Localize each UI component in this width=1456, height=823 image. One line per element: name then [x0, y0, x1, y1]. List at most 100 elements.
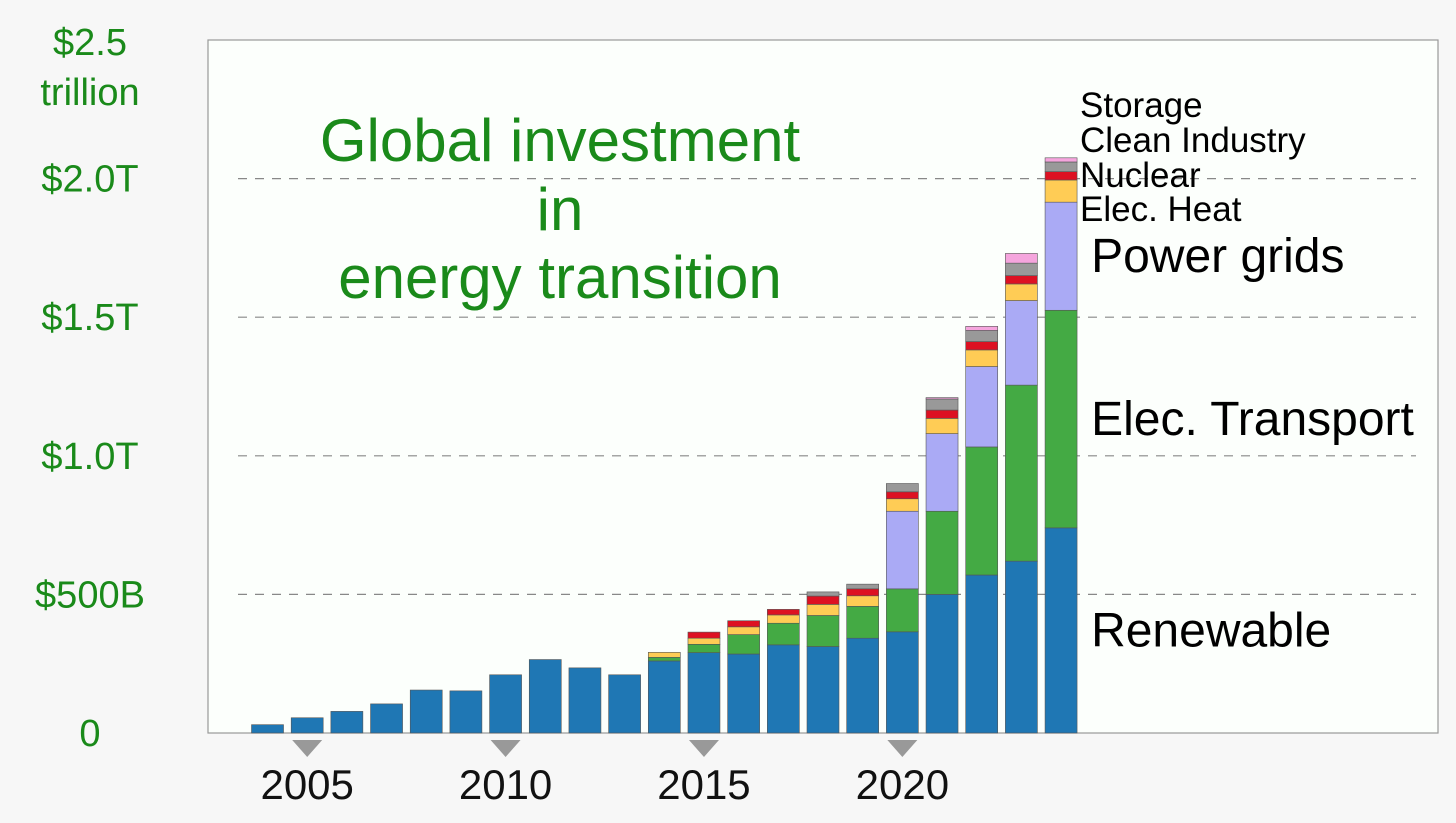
bar-2022-elec-heat: [965, 349, 999, 367]
bar-2018-elec-heat: [806, 604, 840, 616]
x-tick-marker-2010: [490, 740, 521, 757]
bar-2016-nuclear: [727, 620, 760, 628]
bar-2016-elec-heat: [727, 626, 760, 635]
bar-2010-renewable: [489, 674, 522, 734]
bar-2022-power-grids: [965, 366, 999, 448]
bar-2007-renewable: [370, 703, 403, 734]
x-axis-ticks: 2005 2010 2015 2020: [260, 740, 949, 808]
bar-2022-elec-transport: [965, 446, 999, 576]
bar-2004-renewable: [251, 724, 284, 734]
bar-2023-elec-heat: [1005, 283, 1038, 301]
bar-2006-renewable: [330, 711, 364, 734]
bar-2020-clean-industry: [886, 483, 919, 493]
bar-2015-nuclear: [687, 631, 721, 639]
bar-2024-clean-industry: [1044, 161, 1078, 172]
bar-2023-elec-transport: [1005, 384, 1038, 562]
bar-2014-elec-heat: [647, 652, 681, 658]
bar-2017-nuclear: [767, 609, 800, 616]
bar-2017-renewable: [767, 644, 800, 734]
y-tick-label-1000: $1.0T: [41, 436, 138, 478]
bar-2020-elec-transport: [886, 588, 919, 633]
series-label-elec-heat: Elec. Heat: [1080, 190, 1242, 229]
bar-2023-clean-industry: [1005, 262, 1038, 276]
y-tick-label-line: trillion: [40, 72, 139, 114]
chart-title-line-1: Global investment: [320, 107, 801, 174]
bar-2015-elec-transport: [687, 643, 721, 653]
bar-2020-nuclear: [886, 491, 919, 500]
bar-2024-nuclear: [1044, 171, 1078, 181]
bar-2023-nuclear: [1005, 275, 1038, 285]
x-tick-label-2005: 2005: [260, 761, 353, 808]
x-tick-label-2015: 2015: [657, 761, 750, 808]
series-label-clean-industry: Clean Industry: [1080, 121, 1306, 160]
y-tick-label-1500: $1.5T: [41, 297, 138, 339]
bar-2019-elec-transport: [846, 606, 879, 639]
bar-2021-clean-industry: [925, 398, 959, 411]
series-label-storage: Storage: [1080, 86, 1203, 125]
bar-stacks: [251, 157, 1078, 734]
bar-2021-nuclear: [925, 409, 959, 419]
y-tick-label-0: 0: [79, 713, 100, 755]
series-label-nuclear: Nuclear: [1080, 156, 1201, 195]
bar-2019-clean-industry: [846, 583, 879, 590]
x-tick-label-2020: 2020: [856, 761, 949, 808]
bar-2021-elec-heat: [925, 418, 959, 434]
bar-2018-renewable: [806, 646, 840, 734]
y-axis-ticks: 0 $500B $1.0T $1.5T $2.0T $2.5 trillion: [35, 22, 145, 755]
x-tick-marker-2015: [688, 740, 719, 757]
bar-2022-storage: [965, 326, 999, 331]
bar-2020-renewable: [886, 631, 919, 734]
bar-2023-renewable: [1005, 560, 1038, 734]
series-label-elec-transport: Elec. Transport: [1091, 393, 1414, 446]
bar-2011-renewable: [528, 659, 562, 734]
bar-2019-nuclear: [846, 588, 879, 597]
bar-2024-power-grids: [1044, 201, 1078, 311]
bar-2020-elec-heat: [886, 498, 919, 512]
bar-2012-renewable: [568, 667, 602, 734]
series-label-renewable: Renewable: [1091, 604, 1331, 657]
bar-2016-renewable: [727, 653, 760, 734]
bar-2023-power-grids: [1005, 300, 1038, 386]
x-tick-marker-2005: [292, 740, 323, 757]
bar-2022-nuclear: [965, 341, 999, 351]
bar-2017-elec-transport: [767, 622, 800, 646]
bar-2022-clean-industry: [965, 330, 999, 342]
x-tick-label-2010: 2010: [459, 761, 552, 808]
bar-2021-power-grids: [925, 433, 959, 512]
bar-2013-renewable: [608, 674, 641, 734]
bar-2024-elec-heat: [1044, 179, 1078, 203]
bar-2008-renewable: [409, 689, 443, 734]
bar-2022-renewable: [965, 574, 999, 734]
chart-title-line-3: energy transition: [338, 244, 782, 311]
x-tick-marker-2020: [887, 740, 918, 757]
bar-2024-renewable: [1044, 527, 1078, 734]
bar-2024-elec-transport: [1044, 309, 1078, 529]
bar-2024-storage: [1044, 157, 1078, 163]
y-tick-label-2000: $2.0T: [41, 159, 138, 201]
series-label-power-grids: Power grids: [1091, 230, 1344, 283]
bar-2021-elec-transport: [925, 510, 959, 595]
bar-2021-renewable: [925, 594, 959, 734]
bar-2017-elec-heat: [767, 614, 800, 624]
bar-2009-renewable: [449, 690, 483, 734]
y-tick-label-line: $2.5: [53, 22, 127, 64]
bar-2019-elec-heat: [846, 595, 879, 607]
chart-title-line-2: in: [537, 176, 584, 243]
bar-2014-elec-transport: [647, 657, 681, 662]
y-tick-label-500: $500B: [35, 574, 145, 616]
bar-2015-elec-heat: [687, 637, 721, 645]
series-labels: Power grids Elec. Transport Renewable Stora…: [1080, 86, 1414, 657]
bar-2020-power-grids: [886, 510, 919, 590]
bar-2018-clean-industry: [806, 591, 840, 597]
bar-2015-renewable: [687, 652, 721, 734]
bar-2005-renewable: [290, 717, 324, 734]
bar-2023-storage: [1005, 253, 1038, 264]
bar-2014-renewable: [647, 660, 681, 734]
bar-2016-elec-transport: [727, 634, 760, 655]
bar-2021-storage: [925, 397, 959, 400]
bar-2018-elec-transport: [806, 615, 840, 647]
bar-2018-nuclear: [806, 595, 840, 605]
bar-2019-renewable: [846, 637, 879, 734]
